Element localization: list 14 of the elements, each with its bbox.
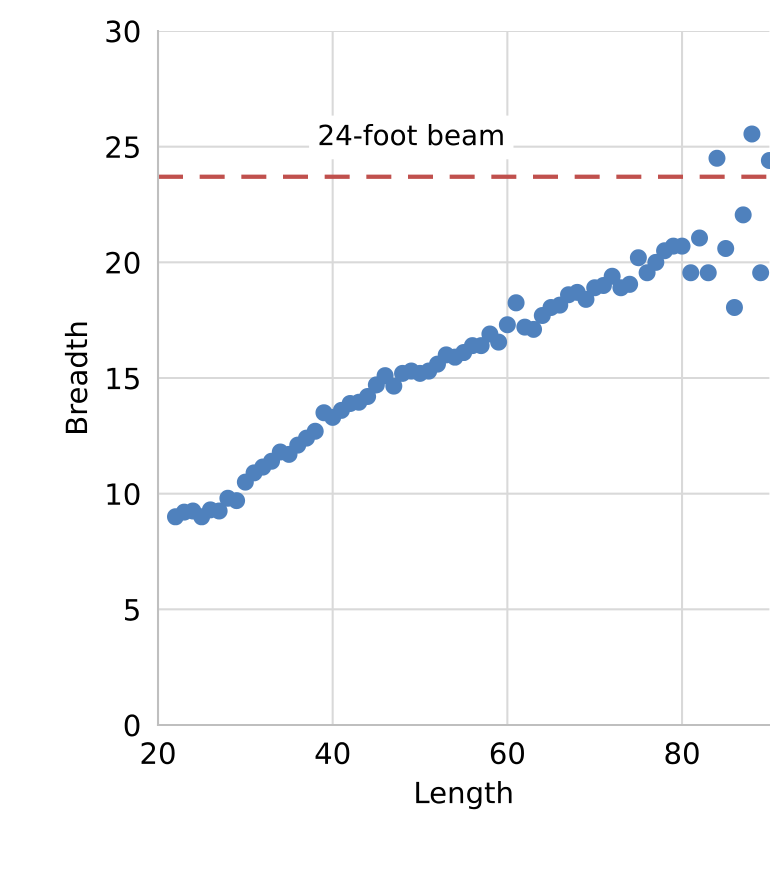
y-axis-title: Breadth: [64, 322, 88, 433]
y-tick-label: 20: [106, 252, 140, 274]
y-tick-label: 25: [106, 136, 139, 158]
y-tick-label: 30: [106, 20, 140, 42]
ref-line-label: 24-foot beam: [319, 124, 503, 146]
x-tick-label: 60: [490, 742, 524, 764]
x-tick-label: 80: [665, 742, 699, 764]
y-tick-label: 10: [107, 483, 140, 506]
y-tick-label: 15: [107, 368, 139, 390]
x-tick-label: 40: [316, 742, 350, 764]
x-tick-label: 20: [142, 742, 175, 764]
x-axis-title: Length: [416, 781, 512, 810]
y-tick-label: 0: [124, 714, 140, 736]
y-tick-label: 5: [125, 599, 139, 621]
